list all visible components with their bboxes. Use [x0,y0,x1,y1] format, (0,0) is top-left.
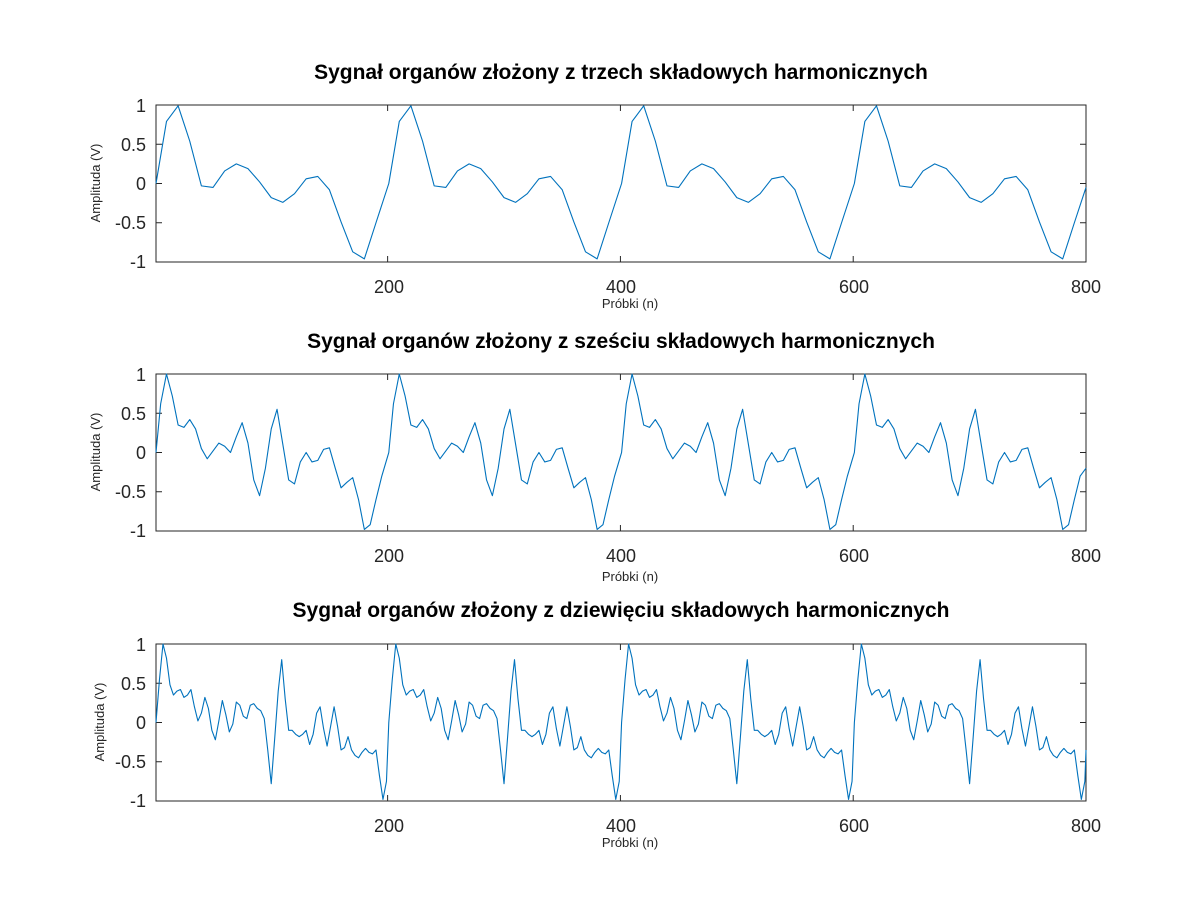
subplot-3-plot [155,643,1087,802]
subplot-1-xlabel: Próbki (n) [602,296,658,311]
subplot-2-yticks: 1 0.5 0 -0.5 -1 [115,365,146,541]
subplot-2-xtick-label: 200 [374,546,404,566]
subplot-2-xtick-label: 800 [1071,546,1101,566]
signal-line [155,643,1087,800]
subplot-2-xtick-label: 600 [839,546,869,566]
subplot-2-axes [155,373,1087,532]
subplot-1-axes [155,104,1087,263]
subplot-3-yticks: 1 0.5 0 -0.5 -1 [115,635,146,811]
subplot-2: Sygnał organów złożony z sześciu składow… [88,330,1101,584]
subplot-3-ylabel: Amplituda (V) [92,683,107,762]
subplot-2-ytick-label: 0 [136,443,146,463]
subplot-3-ytick-label: 1 [136,635,146,655]
subplot-2-plot [155,373,1087,532]
subplot-3-axes [155,643,1087,802]
subplot-2-xticks: 200 400 600 800 [374,546,1101,566]
subplot-2-title: Sygnał organów złożony z sześciu składow… [307,330,935,353]
subplot-3-ytick-label: 0 [136,713,146,733]
signal-line [155,105,1087,260]
subplot-1-xtick-label: 200 [374,277,404,297]
subplot-2-ylabel: Amplituda (V) [88,413,103,492]
subplot-2-xlabel: Próbki (n) [602,569,658,584]
subplot-1-ytick-label: -0.5 [115,213,146,233]
subplot-1-xtick-label: 800 [1071,277,1101,297]
subplot-1-ylabel: Amplituda (V) [88,144,103,223]
subplot-2-ytick-label: 0.5 [121,404,146,424]
signal-line [155,373,1087,530]
subplot-3-ytick-label: -1 [130,791,146,811]
subplot-1-plot [155,104,1087,263]
subplot-3-xlabel: Próbki (n) [602,835,658,850]
subplot-1-title: Sygnał organów złożony z trzech składowy… [314,61,928,84]
subplot-1-ytick-label: -1 [130,252,146,272]
subplot-3-xtick-label: 800 [1071,816,1101,836]
subplot-3-xtick-label: 200 [374,816,404,836]
subplot-2-ytick-label: -1 [130,521,146,541]
subplot-1-ytick-label: 1 [136,96,146,116]
subplot-2-xtick-label: 400 [606,546,636,566]
subplot-1: Sygnał organów złożony z trzech składowy… [88,61,1101,311]
subplot-3-xticks: 200 400 600 800 [374,816,1101,836]
subplot-3: Sygnał organów złożony z dziewięciu skła… [92,599,1101,850]
subplot-3-xtick-label: 600 [839,816,869,836]
subplot-1-ytick-label: 0 [136,174,146,194]
subplot-2-ytick-label: 1 [136,365,146,385]
subplot-2-ytick-label: -0.5 [115,482,146,502]
subplot-3-title: Sygnał organów złożony z dziewięciu skła… [293,599,950,622]
subplot-3-xtick-label: 400 [606,816,636,836]
subplot-1-xticks: 200 400 600 800 [374,277,1101,297]
subplot-3-ytick-label: -0.5 [115,752,146,772]
subplot-1-xtick-label: 600 [839,277,869,297]
subplot-1-yticks: 1 0.5 0 -0.5 -1 [115,96,146,272]
subplot-1-ytick-label: 0.5 [121,135,146,155]
subplot-1-xtick-label: 400 [606,277,636,297]
subplot-3-ytick-label: 0.5 [121,674,146,694]
